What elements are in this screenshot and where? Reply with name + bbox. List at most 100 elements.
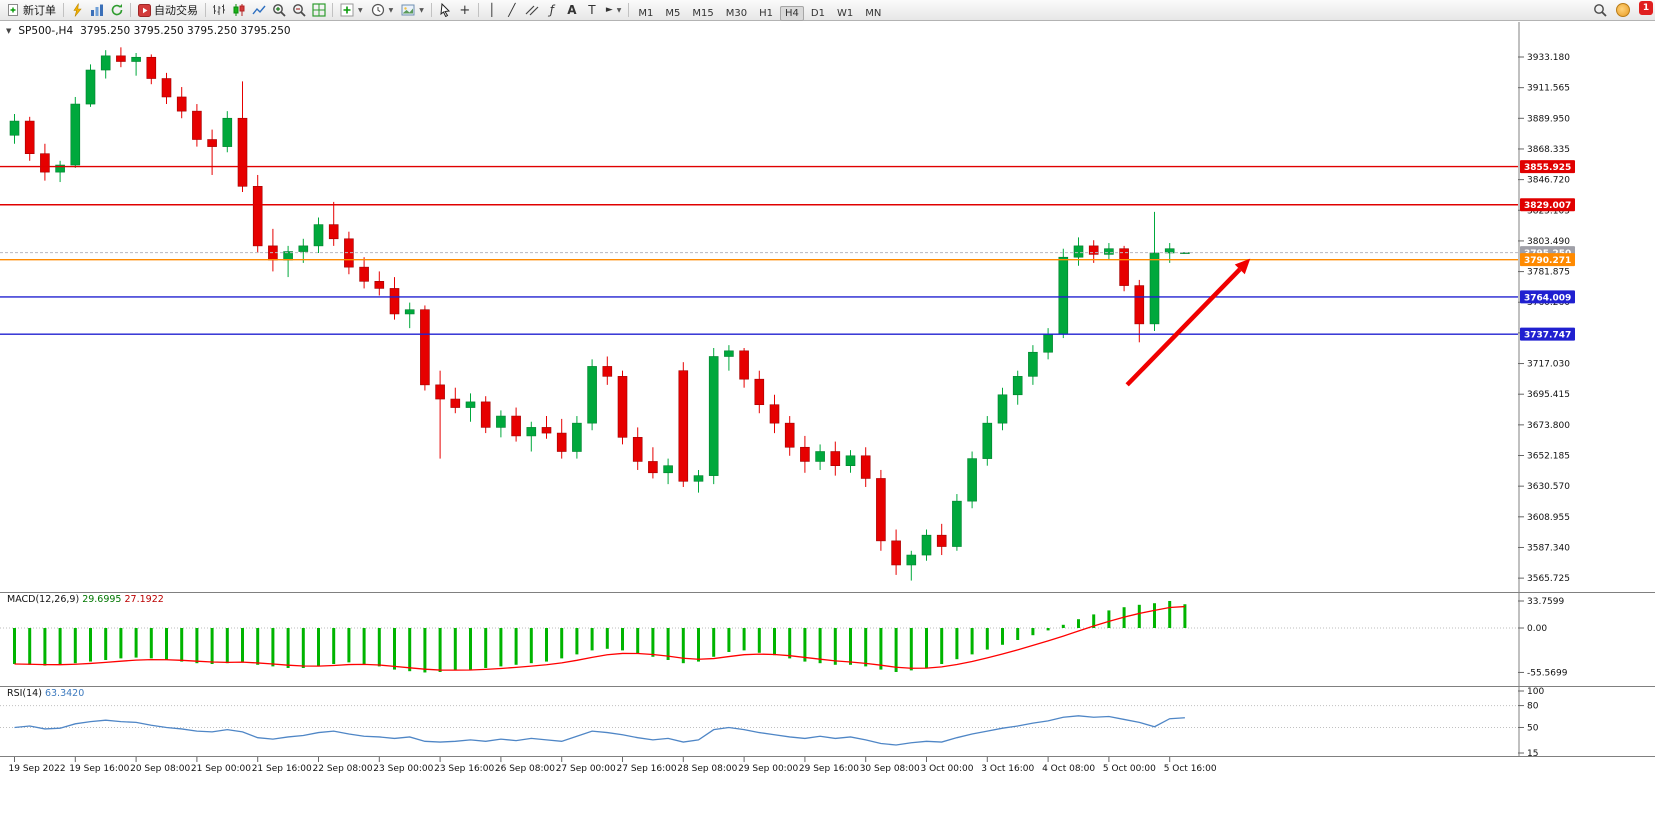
tile-windows-icon[interactable]	[309, 1, 329, 19]
chevron-down-icon: ▼	[358, 6, 363, 14]
new-order-label: 新订单	[23, 4, 56, 17]
templates-button[interactable]: ▼	[397, 1, 428, 19]
zoom-in-icon[interactable]	[269, 1, 289, 19]
candle-body	[435, 384, 445, 400]
candle-body	[876, 478, 886, 542]
periods-button[interactable]: ▼	[367, 1, 398, 19]
time-axis-label: 30 Sep 08:00	[860, 764, 920, 774]
trend-arrow-shaft[interactable]	[1125, 267, 1242, 387]
autotrading-label: 自动交易	[154, 4, 198, 17]
timeframe-button-w1[interactable]: W1	[836, 7, 854, 19]
candle-body	[526, 427, 537, 437]
template-image-icon	[401, 4, 415, 16]
timeframe-button-d1[interactable]: D1	[810, 7, 825, 19]
community-coin-icon[interactable]	[1616, 3, 1630, 17]
price-level-badge	[1520, 253, 1575, 267]
candle-body	[952, 500, 962, 547]
toolbar-separator	[332, 3, 333, 17]
candle-body	[587, 366, 597, 424]
crosshair-icon[interactable]: +	[459, 2, 471, 18]
arrows-tool-button[interactable]: ► ▼	[605, 4, 622, 15]
bar-chart-icon[interactable]	[209, 1, 229, 19]
candle-body	[465, 401, 476, 408]
macd-signal-line	[14, 605, 1185, 671]
time-axis-label: 27 Sep 00:00	[556, 764, 616, 774]
rsi-axis-label: 80	[1527, 702, 1539, 712]
rsi-name: RSI(14)	[7, 688, 42, 699]
timeframe-button-m15[interactable]: M15	[692, 7, 714, 19]
candle-body	[328, 224, 339, 240]
timeframe-button-m5[interactable]: M5	[665, 7, 681, 19]
time-axis-label: 5 Oct 00:00	[1103, 764, 1156, 774]
toolbar-separator	[628, 3, 630, 17]
timeframe-button-m30[interactable]: M30	[725, 7, 748, 19]
main-toolbar: 新订单 自动交易 ▼ ▼ ▼ + │ ╱ ƒ A T ► ▼ M1 M5 M15 M30…	[0, 0, 1655, 21]
timeframe-button-h1[interactable]: H1	[759, 7, 774, 19]
candle-body	[648, 461, 658, 474]
candle-body	[344, 238, 354, 268]
time-axis-label: 21 Sep 16:00	[252, 764, 312, 774]
candle-body	[572, 422, 582, 452]
candle-body	[116, 55, 126, 62]
candle-body	[724, 350, 734, 357]
price-level-badge	[1520, 290, 1575, 304]
cursor-icon[interactable]	[435, 1, 455, 19]
price-axis-label: 3587.340	[1527, 543, 1570, 553]
autotrading-button[interactable]: 自动交易	[134, 1, 202, 19]
timeframe-button-h4[interactable]: H4	[780, 5, 804, 21]
rsi-axis-label: 50	[1527, 723, 1539, 733]
candle-body	[359, 266, 369, 282]
candle-body	[389, 288, 400, 315]
toolbar-separator	[477, 3, 479, 17]
fibonacci-tool-icon[interactable]: ƒ	[549, 3, 554, 17]
price-level-badge-text: 3829.007	[1524, 201, 1571, 211]
zoom-out-icon[interactable]	[289, 1, 309, 19]
candle-body	[176, 96, 187, 112]
search-icon[interactable]	[1590, 1, 1610, 19]
candle-body	[921, 534, 932, 556]
label-tool-icon[interactable]: T	[588, 3, 596, 17]
timeframe-button-mn[interactable]: MN	[865, 7, 882, 19]
chart-title-bar: ▼ SP500-,H4 3795.250 3795.250 3795.250 3…	[6, 25, 291, 37]
price-axis-label: 3868.335	[1527, 145, 1570, 155]
price-axis-label: 3673.800	[1527, 421, 1570, 431]
candle-body	[192, 110, 202, 140]
depth-chart-icon[interactable]	[87, 1, 107, 19]
candle-body	[420, 309, 430, 386]
candle-body	[1104, 248, 1114, 255]
candle-body	[9, 120, 20, 136]
candle-body	[708, 356, 719, 476]
candle-body	[100, 55, 111, 71]
candle-body	[480, 401, 491, 428]
price-level-badge	[1520, 198, 1575, 212]
candle-body	[1043, 333, 1053, 353]
price-axis-label: 3781.875	[1527, 268, 1570, 278]
candle-body	[784, 422, 795, 448]
trend-arrow-head[interactable]	[1234, 258, 1251, 275]
macd-axis-label: -55.5699	[1527, 668, 1568, 678]
indicators-button[interactable]: ▼	[336, 1, 367, 19]
time-axis-label: 29 Sep 16:00	[799, 764, 859, 774]
time-axis-label: 27 Sep 16:00	[617, 764, 677, 774]
new-order-button[interactable]: 新订单	[3, 1, 60, 19]
time-axis-label: 5 Oct 16:00	[1164, 764, 1217, 774]
vertical-line-tool-icon[interactable]: │	[488, 3, 496, 17]
candle-body	[830, 451, 841, 466]
price-axis-label: 3889.950	[1527, 114, 1570, 124]
notification-badge[interactable]: 1	[1639, 1, 1653, 15]
chart-menu-icon[interactable]: ▼	[6, 27, 12, 35]
price-axis-label: 3630.570	[1527, 482, 1570, 492]
channel-tool-icon[interactable]	[522, 1, 542, 19]
price-axis-label: 3933.180	[1527, 53, 1570, 63]
text-tool-icon[interactable]: A	[567, 3, 577, 17]
trendline-tool-icon[interactable]: ╱	[508, 3, 516, 17]
indicator-plus-icon	[340, 3, 354, 17]
lightning-icon[interactable]	[67, 1, 87, 19]
timeframe-button-m1[interactable]: M1	[638, 7, 654, 19]
time-axis-label: 23 Sep 16:00	[434, 764, 494, 774]
macd-axis-label: 33.7599	[1527, 597, 1564, 607]
candle-body	[1164, 248, 1175, 254]
candlestick-chart-icon[interactable]	[229, 1, 249, 19]
line-chart-icon[interactable]	[249, 1, 269, 19]
refresh-icon[interactable]	[107, 1, 127, 19]
